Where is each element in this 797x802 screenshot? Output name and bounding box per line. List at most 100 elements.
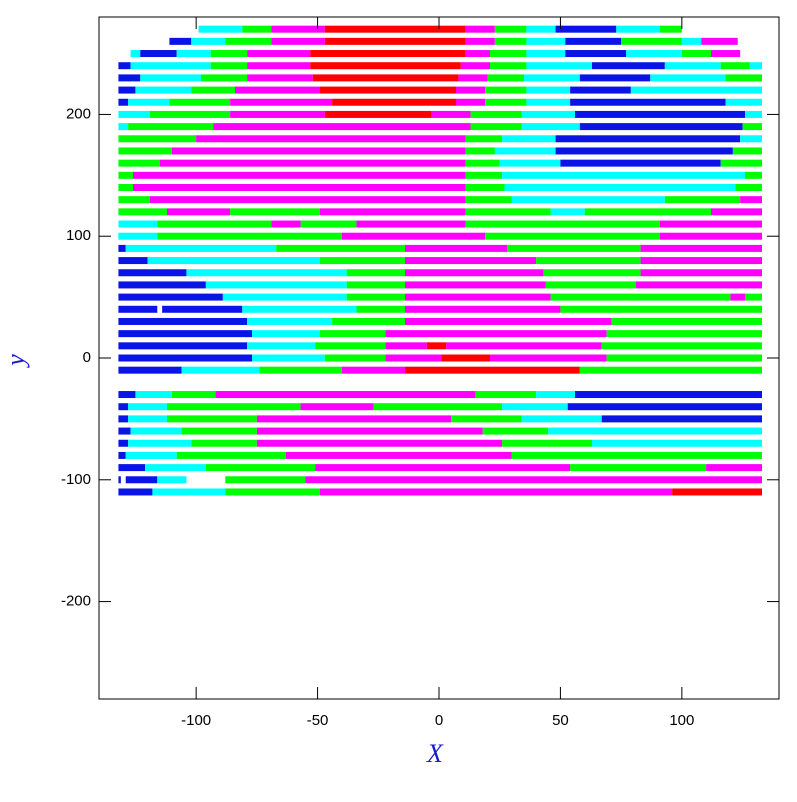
- segment: [118, 354, 252, 362]
- segment: [385, 342, 427, 350]
- segment: [494, 37, 527, 45]
- segment: [405, 305, 561, 313]
- segment: [502, 135, 556, 143]
- segment: [465, 37, 495, 45]
- segment: [315, 342, 386, 350]
- segment: [118, 476, 121, 484]
- segment: [191, 86, 235, 94]
- segment: [332, 317, 405, 325]
- segment: [490, 50, 527, 58]
- segment: [242, 305, 357, 313]
- segment: [575, 391, 762, 399]
- segment: [521, 123, 580, 131]
- segment: [201, 74, 248, 82]
- segment: [118, 135, 197, 143]
- segment: [405, 281, 546, 289]
- segment: [324, 354, 386, 362]
- segment: [526, 98, 571, 106]
- segment: [130, 427, 182, 435]
- segment: [118, 257, 148, 265]
- segment: [740, 135, 762, 143]
- segment: [373, 403, 503, 411]
- segment: [536, 257, 641, 265]
- segment: [205, 464, 316, 472]
- segment: [130, 50, 141, 58]
- segment: [167, 415, 257, 423]
- segment: [356, 305, 405, 313]
- segment: [487, 74, 524, 82]
- segment: [118, 451, 126, 459]
- segment: [526, 37, 566, 45]
- segment: [196, 135, 466, 143]
- segment: [524, 74, 580, 82]
- segment: [305, 476, 762, 484]
- segment: [130, 62, 211, 70]
- segment: [575, 110, 745, 118]
- segment: [256, 415, 452, 423]
- segment: [526, 86, 571, 94]
- segment: [247, 50, 311, 58]
- segment: [465, 220, 660, 228]
- segment: [720, 62, 750, 70]
- segment: [536, 391, 575, 399]
- segment: [664, 62, 721, 70]
- segment: [157, 232, 342, 240]
- segment: [681, 37, 702, 45]
- segment: [205, 281, 347, 289]
- segment: [526, 50, 566, 58]
- segment: [118, 147, 172, 155]
- segment: [118, 366, 182, 374]
- segment: [560, 159, 721, 167]
- segment: [385, 330, 607, 338]
- segment: [300, 220, 357, 228]
- segment: [167, 208, 231, 216]
- segment: [118, 98, 129, 106]
- segment: [128, 439, 192, 447]
- x-tick-label: -50: [307, 712, 329, 729]
- segment: [215, 391, 476, 399]
- segment: [186, 269, 347, 277]
- segment: [456, 98, 486, 106]
- segment: [118, 439, 129, 447]
- segment: [118, 330, 252, 338]
- y-tick-label: 100: [66, 227, 91, 244]
- segment: [621, 37, 682, 45]
- segment: [118, 317, 248, 325]
- segment: [601, 342, 762, 350]
- segment: [426, 342, 447, 350]
- segment: [320, 208, 466, 216]
- segment: [118, 305, 158, 313]
- segment: [341, 366, 405, 374]
- segment: [465, 159, 500, 167]
- segment: [118, 110, 150, 118]
- segment: [701, 37, 738, 45]
- segment: [494, 147, 556, 155]
- y-tick-label: 200: [66, 105, 91, 122]
- segment: [225, 476, 306, 484]
- segment: [460, 62, 490, 70]
- segment: [405, 293, 551, 301]
- segment: [672, 488, 762, 496]
- segment: [176, 50, 211, 58]
- segment: [681, 50, 711, 58]
- segment: [526, 62, 592, 70]
- segment: [181, 427, 257, 435]
- segment: [640, 269, 762, 277]
- segment: [176, 451, 286, 459]
- segment: [230, 98, 333, 106]
- segment: [256, 439, 503, 447]
- segment: [256, 427, 483, 435]
- segment: [310, 62, 461, 70]
- y-tick-label: -200: [61, 593, 91, 610]
- segment: [650, 74, 726, 82]
- segment: [315, 464, 571, 472]
- segment: [711, 50, 741, 58]
- segment: [485, 86, 527, 94]
- segment: [451, 415, 522, 423]
- segment: [740, 196, 762, 204]
- segment: [213, 123, 471, 131]
- segment: [118, 74, 141, 82]
- segment: [356, 220, 466, 228]
- segment: [159, 159, 466, 167]
